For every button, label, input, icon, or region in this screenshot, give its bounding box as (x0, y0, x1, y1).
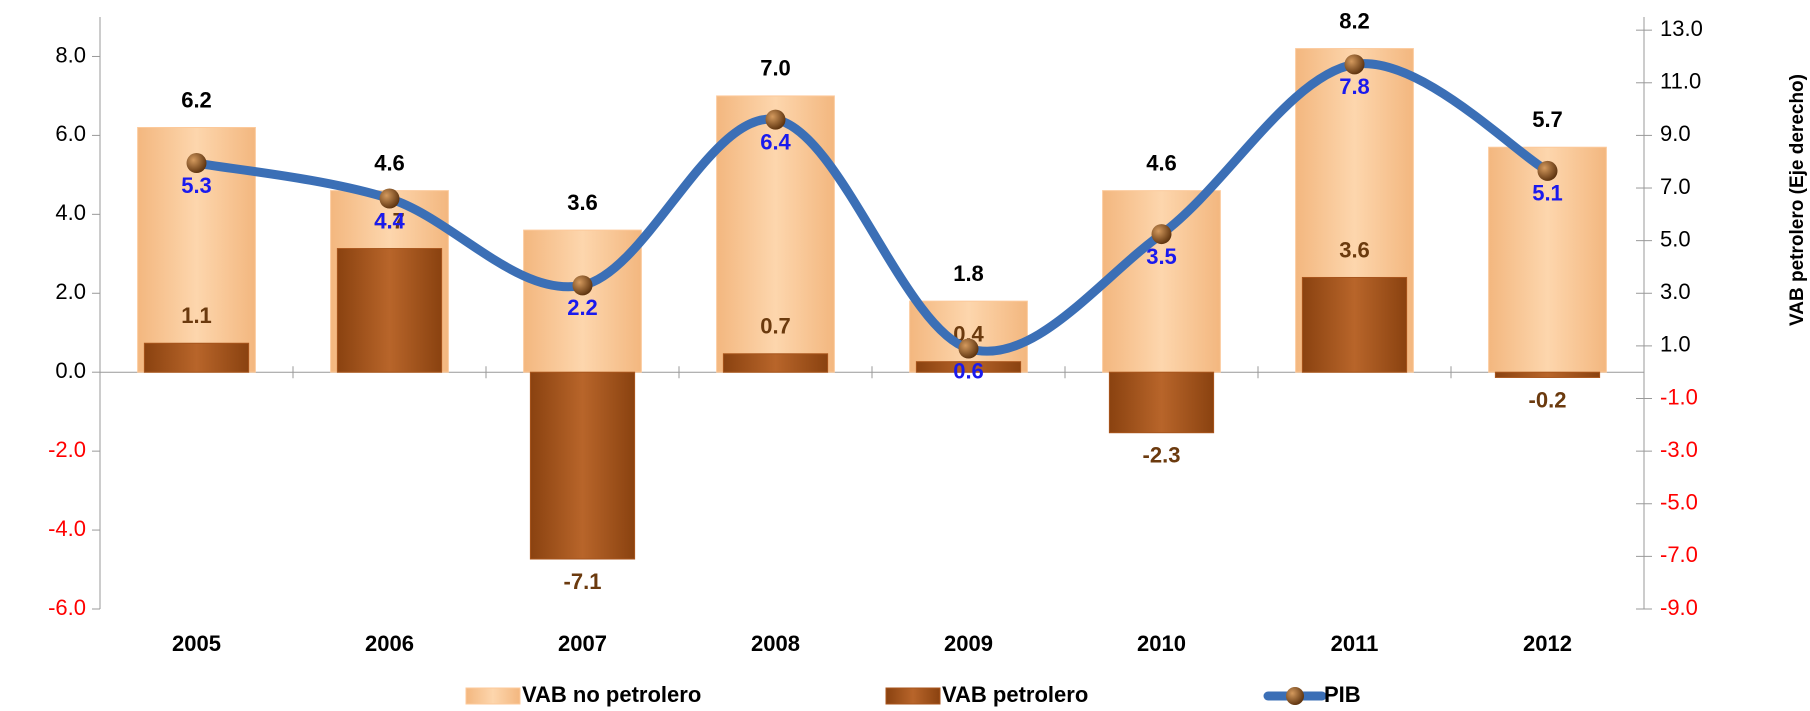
x-tick-label: 2011 (1331, 631, 1379, 656)
bar (143, 342, 250, 373)
x-tick-label: 2007 (558, 631, 607, 656)
bar (523, 229, 642, 373)
bar (1488, 146, 1607, 373)
data-label: 4.4 (374, 208, 405, 233)
data-label: 7.0 (760, 56, 791, 81)
marker (1344, 54, 1365, 75)
y2-tick-label: 13.0 (1660, 16, 1703, 41)
data-label: 8.2 (1339, 8, 1370, 33)
marker (186, 153, 207, 174)
bar (1102, 190, 1221, 373)
data-label: 0.7 (760, 314, 791, 339)
data-label: 1.1 (181, 303, 212, 328)
data-label: 5.3 (181, 173, 212, 198)
marker (765, 109, 786, 130)
data-label: -7.1 (564, 569, 602, 594)
legend-label: PIB (1324, 682, 1361, 707)
legend-label: VAB petrolero (942, 682, 1088, 707)
y2-tick-label: -7.0 (1660, 542, 1698, 567)
y2-tick-label: -1.0 (1660, 384, 1698, 409)
x-tick-label: 2005 (172, 631, 221, 656)
line (192, 59, 1552, 356)
y-tick-label: 8.0 (55, 42, 86, 67)
bar (722, 353, 829, 373)
marker (958, 338, 979, 359)
y-tick-label: 0.0 (55, 358, 86, 383)
y2-tick-label: 3.0 (1660, 279, 1691, 304)
data-label: 3.5 (1146, 244, 1177, 269)
marker (572, 275, 593, 296)
data-label: 3.6 (1339, 237, 1370, 262)
y2-tick-label: 1.0 (1660, 332, 1691, 357)
y-tick-label: 6.0 (55, 121, 86, 146)
x-tick-label: 2012 (1523, 631, 1572, 656)
data-label: 1.8 (953, 261, 984, 286)
data-label: 0.6 (953, 358, 984, 383)
bar (529, 371, 636, 560)
bar (1108, 371, 1215, 434)
bar (915, 361, 1022, 373)
legend-label: VAB no petrolero (522, 682, 701, 707)
marker (1537, 160, 1558, 181)
y2-axis-title: VAB petrolero (Eje derecho) (1787, 74, 1808, 326)
bar (1494, 371, 1601, 378)
y2-tick-label: 9.0 (1660, 121, 1691, 146)
x-tick-label: 2010 (1137, 631, 1186, 656)
data-label: 7.8 (1339, 74, 1370, 99)
x-tick-label: 2009 (944, 631, 993, 656)
y2-tick-label: 7.0 (1660, 174, 1691, 199)
y2-tick-label: -5.0 (1660, 490, 1698, 515)
data-label: 4.6 (1146, 150, 1177, 175)
bar (336, 248, 443, 373)
data-label: 2.2 (567, 295, 598, 320)
marker (1151, 224, 1172, 245)
data-label: 5.1 (1532, 181, 1563, 206)
data-label: -2.3 (1143, 443, 1181, 468)
y-tick-label: -4.0 (48, 516, 86, 541)
y2-tick-label: 11.0 (1660, 69, 1701, 94)
y-tick-label: 2.0 (55, 279, 86, 304)
data-label: 4.7 (374, 208, 405, 233)
y-tick-label: -2.0 (48, 437, 86, 462)
y-tick-label: -6.0 (48, 595, 86, 620)
data-label: -0.2 (1529, 387, 1567, 412)
marker (379, 188, 400, 209)
legend-swatch (885, 687, 941, 705)
data-label: 4.6 (374, 150, 405, 175)
data-label: 5.7 (1532, 107, 1563, 132)
x-tick-label: 2008 (751, 631, 800, 656)
data-label: 3.6 (567, 190, 598, 215)
y2-tick-label: -9.0 (1660, 595, 1698, 620)
bar (1301, 276, 1408, 373)
data-label: 6.4 (760, 129, 791, 154)
legend-marker (1286, 687, 1304, 705)
y-tick-label: 4.0 (55, 200, 86, 225)
legend-swatch (465, 687, 521, 705)
x-tick-label: 2006 (365, 631, 414, 656)
data-label: 6.2 (181, 87, 212, 112)
y2-tick-label: 5.0 (1660, 226, 1691, 251)
y2-tick-label: -3.0 (1660, 437, 1698, 462)
